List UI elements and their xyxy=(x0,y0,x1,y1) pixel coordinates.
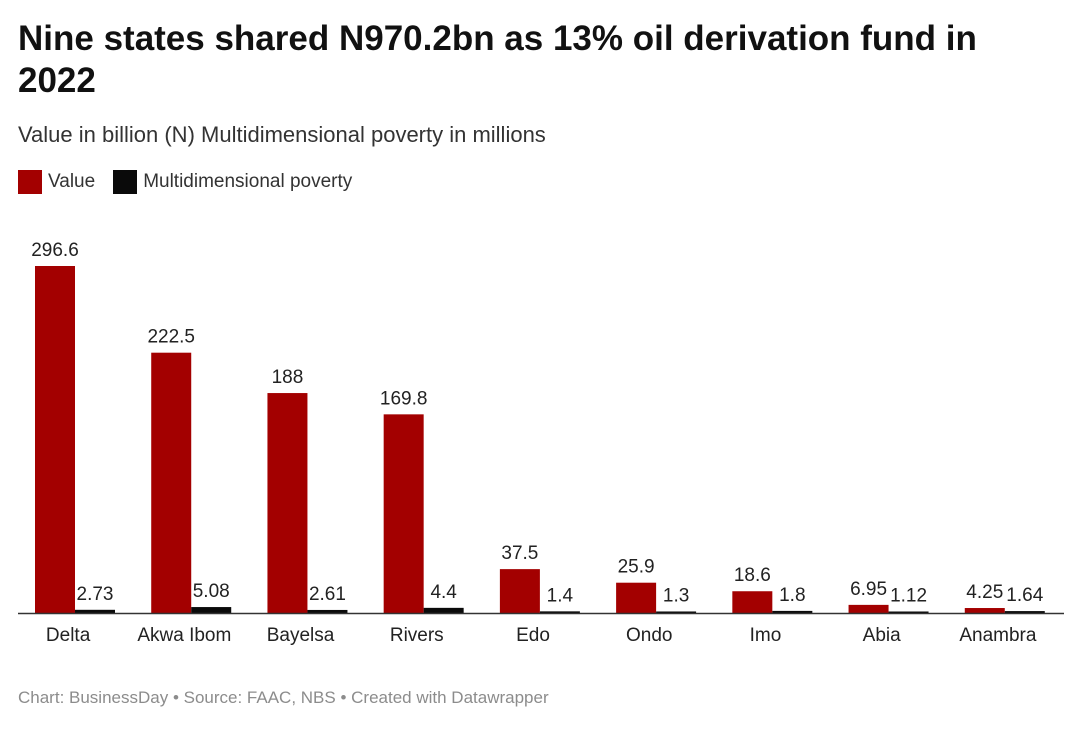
value-data-label: 18.6 xyxy=(734,565,771,586)
poverty-bar xyxy=(656,611,697,613)
poverty-data-label: 1.4 xyxy=(547,585,574,606)
x-tick-label: Imo xyxy=(750,625,782,646)
poverty-data-label: 1.8 xyxy=(779,585,805,606)
value-bar xyxy=(267,393,308,613)
value-bar xyxy=(616,582,657,613)
value-bar xyxy=(151,352,192,613)
legend-swatch-value xyxy=(18,170,42,194)
value-data-label: 169.8 xyxy=(380,388,428,409)
x-tick-label: Bayelsa xyxy=(267,625,335,646)
value-bar xyxy=(732,591,773,613)
value-bar xyxy=(35,266,75,613)
legend-item-value: Value xyxy=(18,170,95,194)
x-tick-label: Delta xyxy=(46,625,91,646)
poverty-data-label: 4.4 xyxy=(430,582,457,603)
poverty-data-label: 2.73 xyxy=(77,584,114,605)
value-data-label: 188 xyxy=(272,367,304,388)
poverty-bar xyxy=(423,607,464,613)
poverty-bar xyxy=(772,610,813,613)
poverty-bar xyxy=(75,609,115,613)
chart-title: Nine states shared N970.2bn as 13% oil d… xyxy=(18,19,977,100)
poverty-data-label: 1.64 xyxy=(1006,585,1043,606)
value-data-label: 25.9 xyxy=(618,557,655,578)
value-data-label: 296.6 xyxy=(31,240,79,261)
poverty-bar xyxy=(191,607,232,613)
poverty-data-label: 2.61 xyxy=(309,584,346,605)
legend-swatch-poverty xyxy=(113,170,138,194)
x-tick-label: Edo xyxy=(516,625,550,646)
legend-label-poverty: Multidimensional poverty xyxy=(143,171,353,192)
poverty-data-label: 5.08 xyxy=(193,581,230,602)
chart-legend: Value Multidimensional poverty xyxy=(18,170,370,194)
poverty-data-label: 1.12 xyxy=(890,586,927,607)
x-tick-label: Akwa Ibom xyxy=(137,625,231,646)
value-data-label: 4.25 xyxy=(966,582,1003,603)
x-tick-label: Rivers xyxy=(390,625,444,646)
legend-item-poverty: Multidimensional poverty xyxy=(113,170,352,194)
value-data-label: 6.95 xyxy=(850,579,887,600)
chart-subtitle: Value in billion (N) Multidimensional po… xyxy=(18,122,546,147)
poverty-bar xyxy=(307,609,348,613)
x-tick-label: Anambra xyxy=(959,625,1037,646)
chart-footer: Chart: BusinessDay • Source: FAAC, NBS •… xyxy=(18,688,549,707)
value-bar xyxy=(499,569,540,613)
value-data-label: 37.5 xyxy=(501,543,538,564)
legend-label-value: Value xyxy=(48,171,96,192)
poverty-data-label: 1.3 xyxy=(663,585,689,606)
poverty-bar xyxy=(888,611,929,613)
value-bar xyxy=(964,608,1005,613)
poverty-bar xyxy=(1004,611,1045,613)
x-tick-label: Ondo xyxy=(626,625,672,646)
value-bar xyxy=(383,414,424,613)
poverty-bar xyxy=(539,611,580,613)
value-data-label: 222.5 xyxy=(147,327,195,348)
value-bar xyxy=(848,604,889,613)
x-tick-label: Abia xyxy=(863,625,901,646)
